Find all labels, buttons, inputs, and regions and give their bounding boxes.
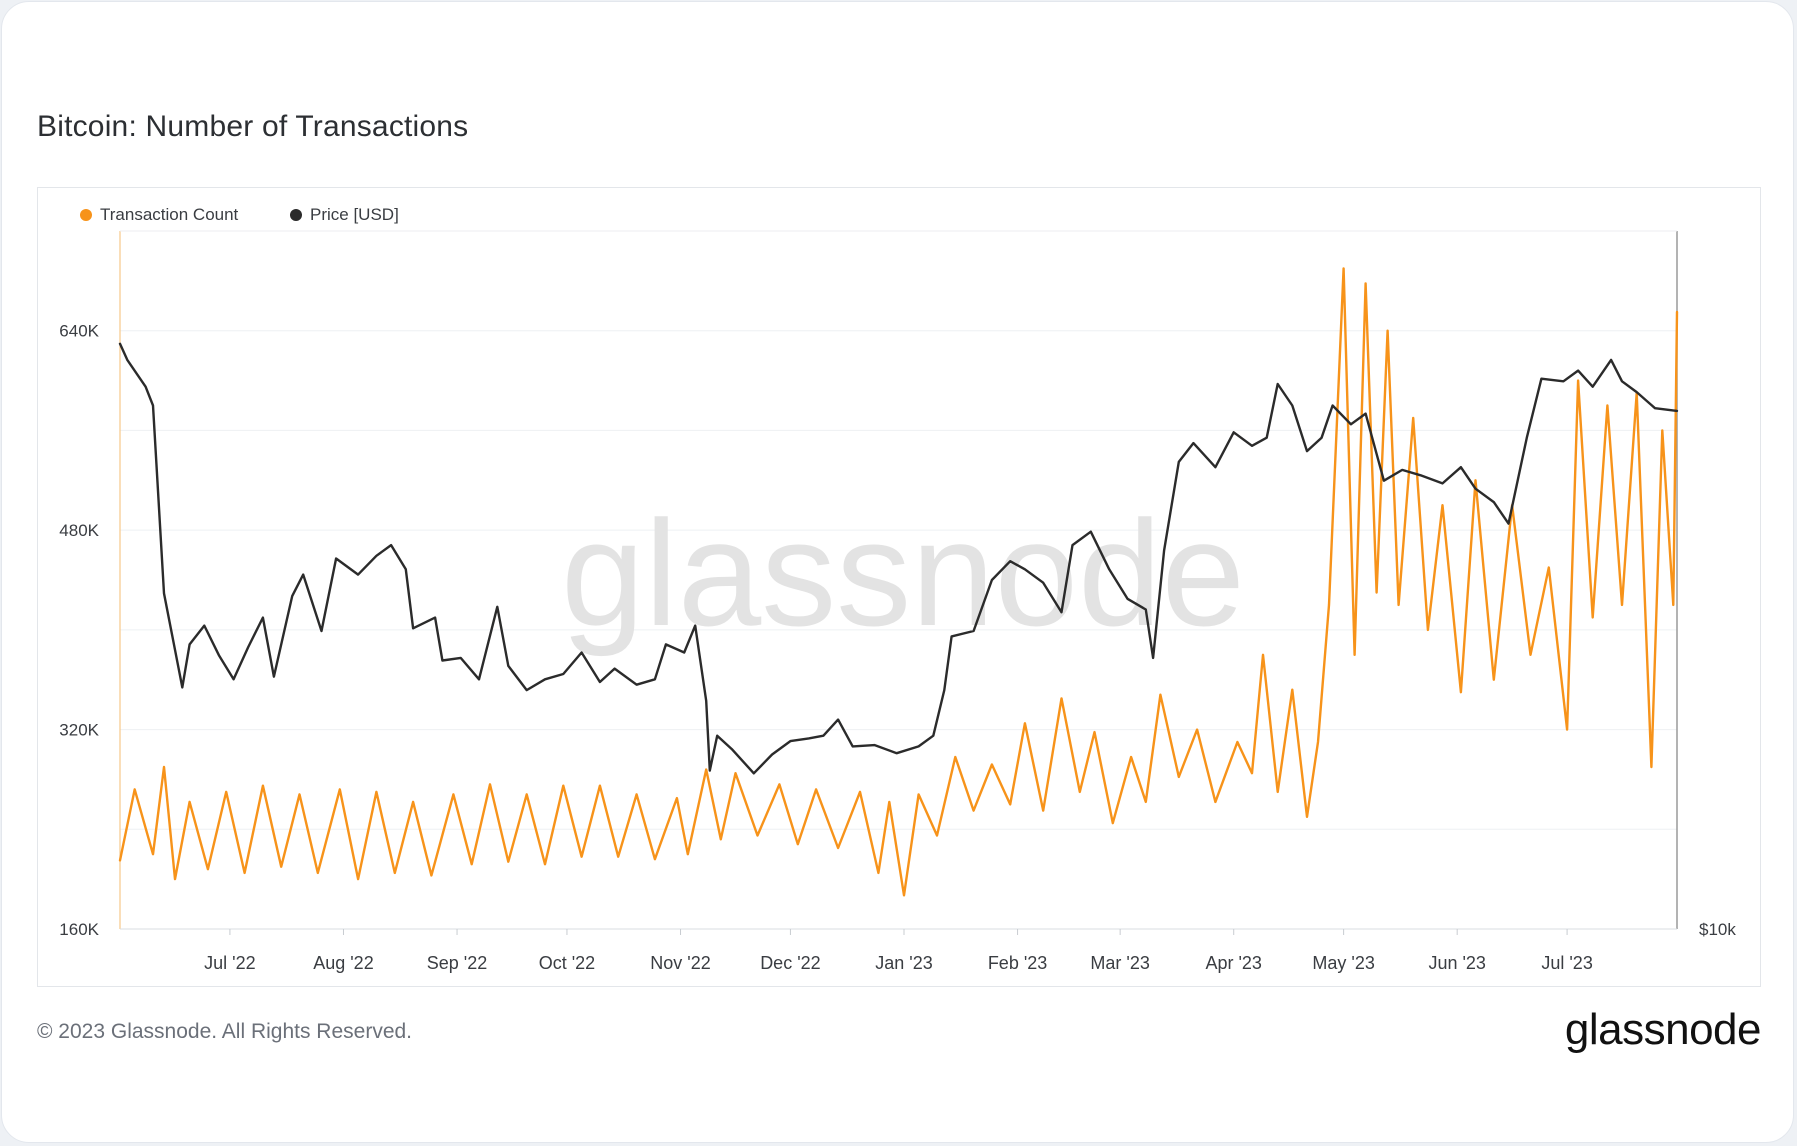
x-tick-label: Aug '22 xyxy=(313,953,374,973)
x-tick-label: Jan '23 xyxy=(875,953,932,973)
x-tick-label: May '23 xyxy=(1312,953,1374,973)
series-line-price xyxy=(118,342,1679,775)
glassnode-logo[interactable]: glassnode xyxy=(1564,1005,1762,1054)
legend-label-price: Price [USD] xyxy=(310,205,399,224)
chart-frame xyxy=(37,187,1761,987)
y-tick-label: 160K xyxy=(59,920,99,939)
watermark: glassnode xyxy=(561,489,1245,657)
legend-item-transaction-count[interactable]: Transaction Count xyxy=(80,205,238,225)
x-tick-label: Sep '22 xyxy=(427,953,488,973)
legend-dot-orange xyxy=(80,209,92,221)
x-tick-label: Mar '23 xyxy=(1090,953,1149,973)
tick-labels: 160K 320K 480K 640K $10k Jul '22 Aug '22 Sep '2… xyxy=(59,322,1736,973)
legend-label-transaction-count: Transaction Count xyxy=(100,205,239,224)
y-tick-label: 480K xyxy=(59,521,99,540)
x-tick-label: Jun '23 xyxy=(1428,953,1485,973)
series-lines xyxy=(118,267,1679,897)
y-tick-label: 640K xyxy=(59,322,99,341)
x-tick-label: Jul '22 xyxy=(204,953,255,973)
x-tick-label: Feb '23 xyxy=(988,953,1047,973)
legend-dot-dark xyxy=(290,209,302,221)
x-tick-label: Jul '23 xyxy=(1541,953,1592,973)
x-tick-label: Nov '22 xyxy=(650,953,710,973)
y-right-tick-label: $10k xyxy=(1699,920,1736,939)
footer-copyright: © 2023 Glassnode. All Rights Reserved. xyxy=(37,1020,413,1043)
series-line-transaction-count xyxy=(118,267,1679,897)
x-tick-label: Apr '23 xyxy=(1205,953,1261,973)
y-tick-label: 320K xyxy=(59,721,99,740)
x-tick-label: Oct '22 xyxy=(539,953,595,973)
legend-item-price[interactable]: Price [USD] xyxy=(290,205,399,225)
page-title: Bitcoin: Number of Transactions xyxy=(37,110,469,143)
x-tick-label: Dec '22 xyxy=(760,953,820,973)
